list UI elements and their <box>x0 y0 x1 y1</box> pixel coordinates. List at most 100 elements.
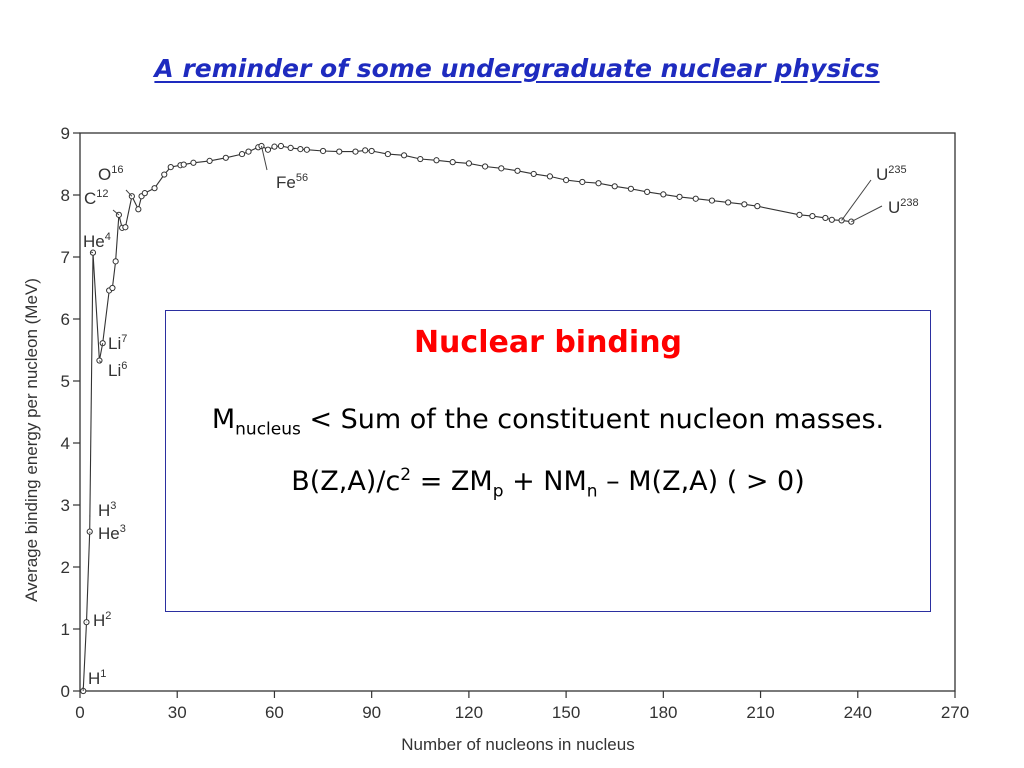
data-point <box>579 178 586 186</box>
data-point <box>660 191 667 198</box>
data-point <box>822 214 829 222</box>
x-tick-label: 30 <box>168 703 187 722</box>
nuclear-binding-box: Nuclear binding Mnucleus < Sum of the co… <box>165 310 931 612</box>
annotation-leader <box>851 205 883 223</box>
isotope-label: H2 <box>93 610 111 630</box>
data-point <box>368 147 375 155</box>
annotation-leader <box>112 209 120 216</box>
y-tick-label: 9 <box>61 124 70 143</box>
y-tick-label: 5 <box>61 372 70 391</box>
data-point <box>352 148 359 155</box>
data-point <box>514 167 521 174</box>
y-tick-label: 8 <box>61 186 70 205</box>
data-point <box>725 199 732 206</box>
y-axis-label: Average binding energy per nucleon (MeV) <box>22 278 41 602</box>
data-point <box>530 170 537 178</box>
data-point <box>141 190 148 197</box>
x-tick-label: 120 <box>455 703 483 722</box>
mass-statement-text: < Sum of the constituent nucleon masses. <box>300 404 885 435</box>
data-point <box>481 163 489 170</box>
binding-energy-formula: B(Z,A)/c2 = ZMp + NMn – M(Z,A) ( > 0) <box>166 464 930 500</box>
y-tick-label: 1 <box>61 620 70 639</box>
formula-part-d: – M(Z,A) ( > 0) <box>597 466 805 497</box>
isotope-label: O16 <box>98 164 123 184</box>
formula-sub-p: p <box>492 481 504 502</box>
data-point <box>362 147 369 154</box>
chart-series <box>80 142 855 695</box>
annotation-leader <box>90 251 94 254</box>
y-tick-label: 4 <box>61 434 70 453</box>
data-point <box>264 146 272 153</box>
isotope-label: He3 <box>98 523 126 543</box>
y-tick-label: 3 <box>61 496 70 515</box>
data-point <box>611 183 618 190</box>
box-title: Nuclear binding <box>413 325 683 360</box>
annotation-leader <box>101 343 104 347</box>
formula-part-c: + NM <box>503 466 587 497</box>
data-point <box>741 201 748 208</box>
x-tick-label: 150 <box>552 703 580 722</box>
data-point <box>644 188 651 195</box>
formula-part-a: B(Z,A)/c <box>291 466 401 497</box>
data-point <box>161 171 168 178</box>
data-point <box>465 160 472 167</box>
data-point <box>754 203 761 210</box>
formula-sub-n: n <box>586 481 598 502</box>
x-tick-label: 90 <box>362 703 381 722</box>
isotope-label: U238 <box>888 197 919 217</box>
data-point <box>563 177 570 184</box>
data-point <box>546 173 554 180</box>
data-point <box>319 147 327 155</box>
data-point <box>287 144 294 151</box>
chart-ticks: 0 30 60 90 120 150 180 210 240 270 0 1 2 3 4 5 6 7 8 9 <box>61 124 970 722</box>
y-tick-label: 7 <box>61 248 70 267</box>
annotation-leader <box>125 189 133 197</box>
slide-title: A reminder of some undergraduate nuclear… <box>154 54 880 83</box>
isotope-label: H3 <box>98 500 116 520</box>
annotation-leader <box>841 179 872 221</box>
data-point <box>303 146 310 153</box>
data-point <box>627 185 635 192</box>
data-point <box>109 284 116 292</box>
data-point <box>277 142 285 150</box>
x-tick-label: 210 <box>746 703 774 722</box>
data-point <box>167 164 174 171</box>
x-tick-label: 0 <box>75 703 84 722</box>
data-point <box>809 212 816 220</box>
mass-deficit-statement: Mnucleus < Sum of the constituent nucleo… <box>166 402 930 438</box>
formula-sup: 2 <box>400 465 412 485</box>
data-point <box>112 258 119 265</box>
data-point <box>122 224 129 231</box>
isotope-label: Li6 <box>108 360 127 380</box>
isotope-annotations: H1 H2 H3 He3 He4 Li6 Li7 C12 O16 Fe56 U235 U238 <box>82 145 919 692</box>
data-point <box>271 143 278 150</box>
isotope-label: U235 <box>876 164 907 184</box>
data-point <box>245 148 252 155</box>
y-tick-label: 0 <box>61 682 70 701</box>
formula-part-b: = ZM <box>411 466 493 497</box>
plot-frame <box>79 132 956 692</box>
data-point <box>206 157 213 164</box>
data-point <box>433 157 440 164</box>
y-tick-label: 6 <box>61 310 70 329</box>
data-point <box>222 154 229 161</box>
x-tick-label: 270 <box>941 703 969 722</box>
data-point <box>83 619 90 626</box>
isotope-label: He4 <box>83 231 111 251</box>
data-point <box>400 152 408 159</box>
x-tick-label: 180 <box>649 703 677 722</box>
y-tick-label: 2 <box>61 558 70 577</box>
chart-axes <box>79 132 956 692</box>
data-point <box>708 197 716 204</box>
data-point <box>595 180 602 187</box>
annotation-leader <box>260 145 268 171</box>
data-point <box>796 211 803 218</box>
data-point <box>297 146 304 153</box>
data-point <box>238 150 246 158</box>
data-point <box>417 155 424 163</box>
data-point <box>449 159 456 166</box>
annotation-leader <box>99 360 102 364</box>
data-point <box>692 195 699 202</box>
data-point <box>151 185 158 192</box>
isotope-label: Li7 <box>108 333 127 353</box>
